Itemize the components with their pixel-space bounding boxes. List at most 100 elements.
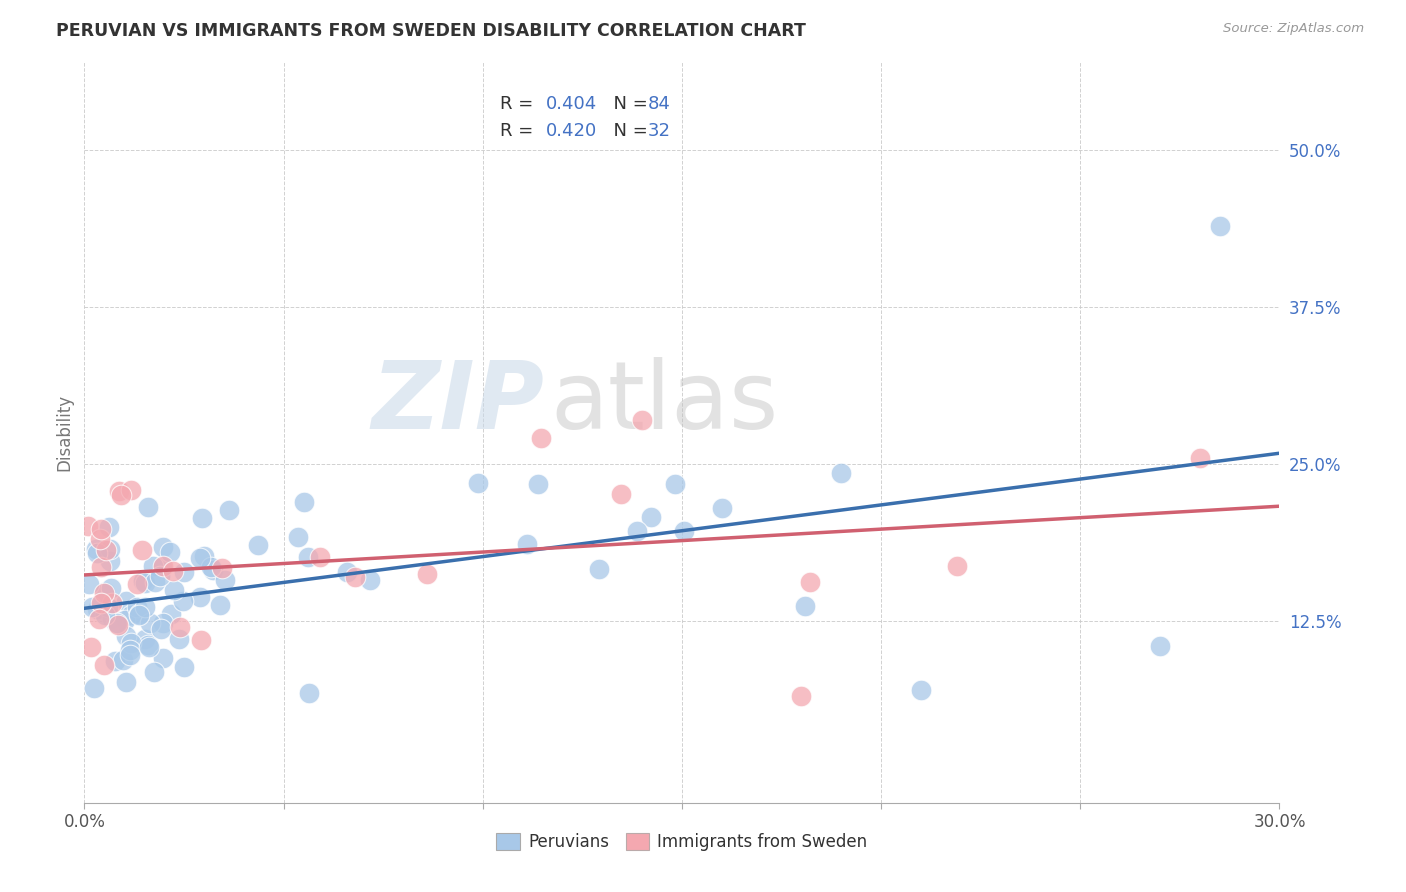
Text: PERUVIAN VS IMMIGRANTS FROM SWEDEN DISABILITY CORRELATION CHART: PERUVIAN VS IMMIGRANTS FROM SWEDEN DISAB… <box>56 22 806 40</box>
Point <box>138 500 160 514</box>
Point <box>610 486 633 500</box>
Point <box>214 573 236 587</box>
Text: ZIP: ZIP <box>371 357 544 449</box>
Point <box>90 596 112 610</box>
Point <box>127 599 149 614</box>
Point <box>134 632 156 646</box>
Text: 0.404: 0.404 <box>546 95 598 113</box>
Point <box>172 594 194 608</box>
Point <box>84 542 107 557</box>
Point <box>149 622 172 636</box>
Point <box>790 689 813 703</box>
Point <box>190 632 212 647</box>
Point <box>298 686 321 700</box>
Point <box>87 612 110 626</box>
Point <box>159 545 181 559</box>
Point <box>193 549 215 563</box>
Point <box>118 643 141 657</box>
Point <box>167 632 190 647</box>
Text: R =: R = <box>501 95 540 113</box>
Point <box>152 559 174 574</box>
Point <box>188 550 211 565</box>
Point <box>1188 450 1211 465</box>
Point <box>128 607 150 622</box>
Point <box>516 536 538 550</box>
Text: 0.420: 0.420 <box>546 121 598 139</box>
Point <box>142 559 165 574</box>
Point <box>946 558 969 573</box>
Point <box>120 608 142 623</box>
Point <box>114 594 136 608</box>
Point <box>94 585 117 599</box>
Point <box>218 503 240 517</box>
Point <box>80 640 103 654</box>
Point <box>640 509 662 524</box>
Point <box>97 599 120 614</box>
Point <box>80 600 103 615</box>
Point <box>910 682 932 697</box>
Point <box>173 660 195 674</box>
Point <box>134 599 156 614</box>
Point <box>97 519 120 533</box>
Point <box>169 620 191 634</box>
Point <box>309 549 332 564</box>
Point <box>100 582 122 596</box>
Y-axis label: Disability: Disability <box>55 394 73 471</box>
Point <box>799 574 821 589</box>
Point <box>120 648 142 662</box>
Text: N =: N = <box>602 121 654 139</box>
Point <box>110 488 132 502</box>
Point <box>211 560 233 574</box>
Point <box>626 524 648 538</box>
Point <box>343 570 366 584</box>
Point <box>107 618 129 632</box>
Point <box>830 467 852 481</box>
Point <box>631 413 654 427</box>
Point <box>200 560 222 574</box>
Point <box>120 635 142 649</box>
Text: 84: 84 <box>647 95 671 113</box>
Point <box>94 607 117 622</box>
Point <box>98 554 121 568</box>
Text: N =: N = <box>602 95 654 113</box>
Point <box>416 566 439 581</box>
Point <box>794 599 817 614</box>
Point <box>132 574 155 589</box>
Point <box>134 575 156 590</box>
Point <box>125 576 148 591</box>
Point <box>672 524 695 538</box>
Point <box>86 546 108 560</box>
Point <box>131 543 153 558</box>
Point <box>128 607 150 621</box>
Point <box>93 585 115 599</box>
Point <box>115 675 138 690</box>
Point <box>114 614 136 628</box>
Point <box>173 565 195 579</box>
Point <box>101 611 124 625</box>
Point <box>111 653 134 667</box>
Point <box>120 483 142 498</box>
Text: atlas: atlas <box>551 357 779 449</box>
Point <box>94 543 117 558</box>
Point <box>89 533 111 547</box>
Point <box>467 475 489 490</box>
Point <box>86 601 108 615</box>
Legend: Peruvians, Immigrants from Sweden: Peruvians, Immigrants from Sweden <box>489 826 875 857</box>
Point <box>1209 219 1232 233</box>
Point <box>159 607 181 622</box>
Point <box>105 616 128 631</box>
Point <box>527 477 550 491</box>
Point <box>115 629 138 643</box>
Point <box>77 519 100 533</box>
Point <box>150 560 173 574</box>
Point <box>162 565 184 579</box>
Point <box>143 665 166 680</box>
Point <box>90 522 112 536</box>
Point <box>93 658 115 673</box>
Point <box>152 651 174 665</box>
Point <box>136 638 159 652</box>
Point <box>152 541 174 555</box>
Point <box>108 484 131 499</box>
Point <box>143 575 166 590</box>
Point <box>664 477 686 491</box>
